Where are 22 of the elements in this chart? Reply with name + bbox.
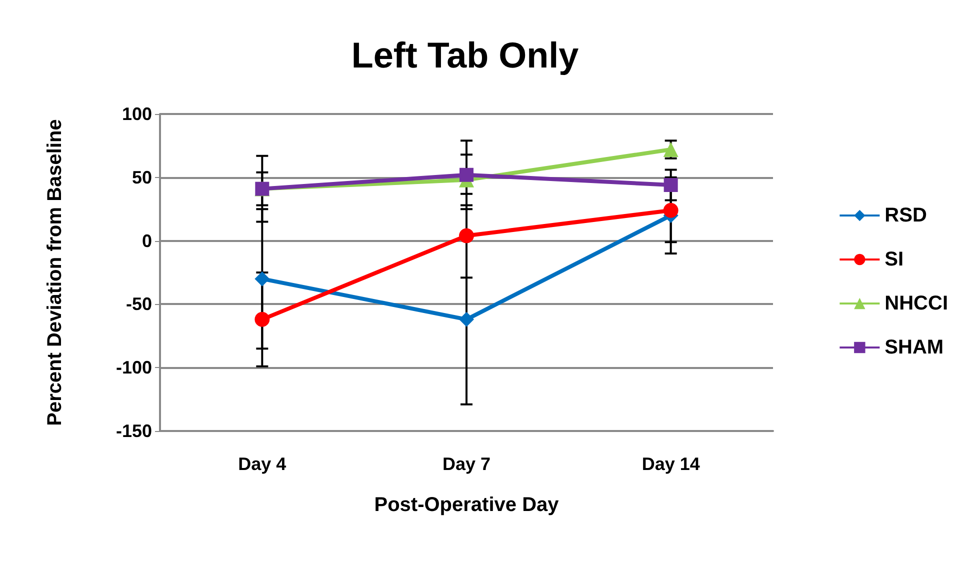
y-tick-label: 0: [142, 230, 152, 251]
x-tick-label: Day 7: [442, 454, 491, 474]
y-tick-label: 50: [132, 167, 152, 188]
point: [459, 228, 474, 244]
point: [663, 202, 678, 218]
chart-title: Left Tab Only: [351, 34, 579, 76]
point: [460, 168, 474, 182]
x-tick-label: Day 4: [238, 454, 286, 474]
point: [459, 312, 474, 327]
y-tick-label: -150: [116, 421, 152, 441]
y-tick-label: -100: [116, 358, 152, 378]
x-axis-title: Post-Operative Day: [374, 494, 560, 516]
point: [254, 312, 270, 327]
legend-label: SHAM: [884, 336, 944, 358]
point: [254, 271, 270, 286]
legend-label: SI: [884, 248, 904, 270]
x-tick-label: Day 14: [642, 454, 700, 474]
y-tick-label: -50: [126, 294, 152, 314]
legend-label: RSD: [884, 204, 927, 226]
y-tick-label: 100: [122, 104, 152, 124]
legend-label: NHCCI: [884, 292, 948, 314]
y-axis-title: Percent Deviation from Baseline: [44, 119, 66, 426]
